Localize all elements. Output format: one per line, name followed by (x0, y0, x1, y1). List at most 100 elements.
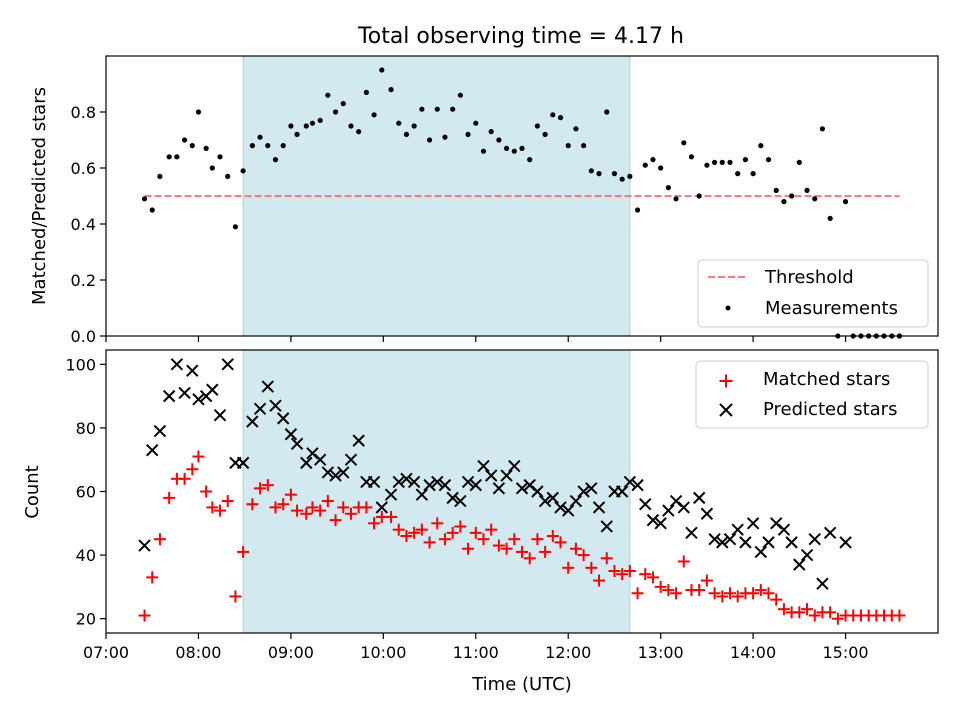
measurement-point (611, 171, 618, 177)
top-legend-box (697, 259, 929, 328)
top-y-ticks: 0.0 0.2 0.4 0.6 0.8 (71, 103, 106, 346)
legend-matched-label: Matched stars (763, 369, 890, 390)
predicted-star-point (206, 383, 219, 396)
matched-star-point (747, 587, 760, 600)
measurement-point (325, 92, 331, 98)
measurement-point (317, 117, 323, 123)
matched-star-point (138, 609, 151, 622)
measurement-point (634, 207, 641, 213)
predicted-star-point (639, 498, 652, 511)
measurement-points (141, 67, 903, 339)
legend-predicted-swatch (719, 403, 733, 417)
measurement-point (280, 143, 286, 149)
bottom-legend: Matched stars Predicted stars (695, 360, 929, 429)
matched-star-point (431, 517, 444, 530)
predicted-star-point (337, 466, 350, 479)
predicted-star-point (477, 459, 490, 473)
matched-star-point (423, 536, 436, 549)
matched-star-point (269, 501, 282, 514)
matched-star-point (793, 606, 806, 619)
measurement-point (573, 126, 579, 132)
y-tick-label: 0.0 (71, 327, 96, 346)
matched-star-point (186, 463, 199, 476)
measurement-point (812, 196, 818, 202)
predicted-star-point (329, 469, 342, 482)
measurement-point (742, 157, 749, 163)
matched-star-point (831, 612, 844, 625)
predicted-star-point (375, 501, 388, 514)
measurement-point (450, 106, 456, 112)
y-tick-label: 0.4 (71, 215, 96, 234)
predicted-star-point (344, 453, 358, 466)
measurement-point (249, 143, 255, 149)
measurement-point (503, 145, 510, 151)
top-x-ticks (105, 336, 847, 342)
legend-predicted-label: Predicted stars (763, 399, 897, 420)
measurement-point (511, 148, 517, 154)
matched-star-point (716, 590, 729, 603)
matched-star-point (554, 536, 567, 549)
matched-star-point (163, 491, 176, 504)
measurement-point (294, 131, 300, 137)
predicted-stars-points (138, 358, 852, 590)
predicted-star-point (592, 501, 606, 514)
measurement-point (796, 159, 802, 165)
measurement-point (332, 109, 339, 115)
matched-star-point (585, 561, 598, 574)
predicted-star-point (276, 412, 290, 425)
y-tick-label: 100 (65, 355, 96, 374)
y-tick-label: 40 (76, 546, 96, 565)
predicted-star-point (415, 488, 429, 501)
predicted-star-point (367, 475, 381, 489)
measurement-point (488, 129, 494, 135)
measurement-point (480, 148, 487, 154)
predicted-star-point (269, 399, 282, 412)
predicted-star-point (685, 526, 698, 540)
matched-star-point (500, 542, 513, 555)
predicted-star-point (221, 358, 234, 371)
bottom-legend-box (695, 360, 929, 429)
matched-star-point (600, 552, 613, 565)
matched-star-point (314, 504, 327, 517)
predicted-star-point (431, 475, 444, 489)
measurement-point (411, 123, 417, 129)
predicted-star-point (407, 475, 421, 489)
x-tick-label: 14:00 (730, 643, 776, 662)
matched-star-point (306, 501, 319, 514)
measurement-point (356, 129, 362, 135)
predicted-star-point (515, 482, 529, 495)
predicted-star-point (823, 526, 837, 540)
legend-measurements-label: Measurements (765, 298, 898, 319)
predicted-star-point (192, 393, 205, 406)
matched-star-point (662, 584, 675, 597)
measurement-point (542, 131, 548, 137)
predicted-star-point (654, 517, 667, 530)
predicted-star-point (700, 507, 714, 520)
matched-star-point (321, 495, 334, 508)
predicted-star-point (153, 424, 167, 438)
predicted-star-point (646, 513, 660, 527)
measurement-point (842, 199, 849, 205)
measurement-point (141, 196, 148, 202)
matched-star-point (801, 603, 814, 616)
measurement-point (696, 193, 702, 199)
measurement-point (711, 159, 718, 165)
measurement-point (232, 224, 239, 230)
x-tick-label: 13:00 (638, 643, 684, 662)
matched-star-point (893, 609, 906, 622)
predicted-star-point (384, 488, 398, 501)
measurement-point (588, 168, 594, 174)
predicted-star-point (816, 577, 829, 590)
measurement-point (240, 168, 246, 174)
measurement-point (789, 193, 795, 199)
measurement-point (457, 92, 463, 98)
predicted-star-point (746, 517, 760, 530)
predicted-star-point (708, 532, 721, 546)
predicted-star-point (716, 536, 729, 549)
predicted-star-point (723, 532, 737, 546)
measurement-point (272, 157, 279, 163)
predicted-star-point (600, 520, 613, 533)
matched-star-point (200, 485, 213, 498)
predicted-star-point (739, 536, 752, 549)
bottom-x-ticks: 07:00 08:00 09:00 10:00 11:00 12:00 13:00 14:00… (83, 633, 869, 662)
